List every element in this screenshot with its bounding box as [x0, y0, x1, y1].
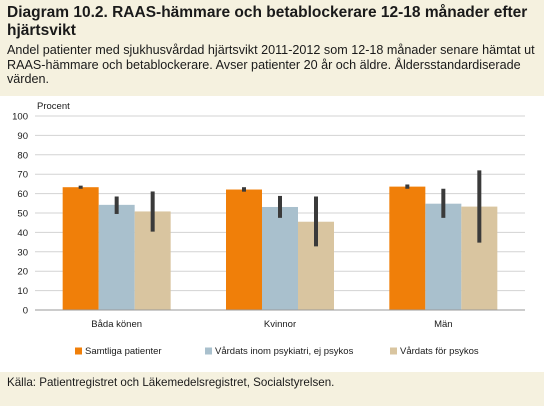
- bar: [425, 203, 462, 310]
- y-tick-label: 70: [17, 170, 28, 181]
- bar: [98, 204, 135, 310]
- legend-label: Vårdats inom psykiatri, ej psykos: [215, 346, 354, 357]
- chart-title: Diagram 10.2. RAAS-hämmare och betablock…: [7, 4, 528, 39]
- legend-item: Vårdats för psykos: [390, 346, 479, 357]
- y-tick-label: 100: [12, 112, 28, 123]
- y-axis-label: Procent: [37, 101, 70, 112]
- bar: [226, 189, 262, 310]
- error-bars: [78, 170, 482, 247]
- y-tick-label: 10: [17, 286, 28, 297]
- y-tick-label: 80: [17, 150, 28, 161]
- bars: [62, 186, 498, 310]
- x-axis-ticks: Båda könen Kvinnor Män: [91, 319, 452, 330]
- legend-item: Samtliga patienter: [75, 346, 162, 357]
- legend-label: Samtliga patienter: [85, 346, 162, 357]
- y-tick-label: 50: [17, 209, 28, 220]
- legend-swatch: [390, 347, 397, 355]
- bar: [262, 206, 298, 310]
- legend-swatch: [205, 347, 212, 355]
- x-tick-label: Båda könen: [91, 319, 142, 330]
- bar-chart: 0 10 20 30 40 50 60 70 80 90 100 Procent Båda köne…: [12, 101, 525, 357]
- bar: [389, 186, 426, 310]
- y-tick-label: 0: [23, 306, 28, 317]
- y-tick-label: 40: [17, 228, 28, 239]
- y-tick-label: 30: [17, 247, 28, 258]
- legend-swatch: [75, 347, 82, 355]
- x-tick-label: Kvinnor: [264, 319, 296, 330]
- x-tick-label: Män: [434, 319, 452, 330]
- bar: [62, 187, 99, 310]
- chart-panel: 0 10 20 30 40 50 60 70 80 90 100 Procent Båda köne…: [0, 96, 544, 372]
- legend: Samtliga patienter Vårdats inom psykiatri…: [75, 346, 479, 357]
- y-tick-label: 20: [17, 267, 28, 278]
- source-note: Källa: Patientregistret och Läkemedelsre…: [7, 376, 335, 389]
- legend-label: Vårdats för psykos: [400, 346, 479, 357]
- y-tick-label: 90: [17, 131, 28, 142]
- y-tick-label: 60: [17, 189, 28, 200]
- legend-item: Vårdats inom psykiatri, ej psykos: [205, 346, 354, 357]
- y-axis-ticks: 0 10 20 30 40 50 60 70 80 90 100: [12, 112, 28, 317]
- chart-subtitle: Andel patienter med sjukhusvårdad hjärts…: [7, 43, 535, 87]
